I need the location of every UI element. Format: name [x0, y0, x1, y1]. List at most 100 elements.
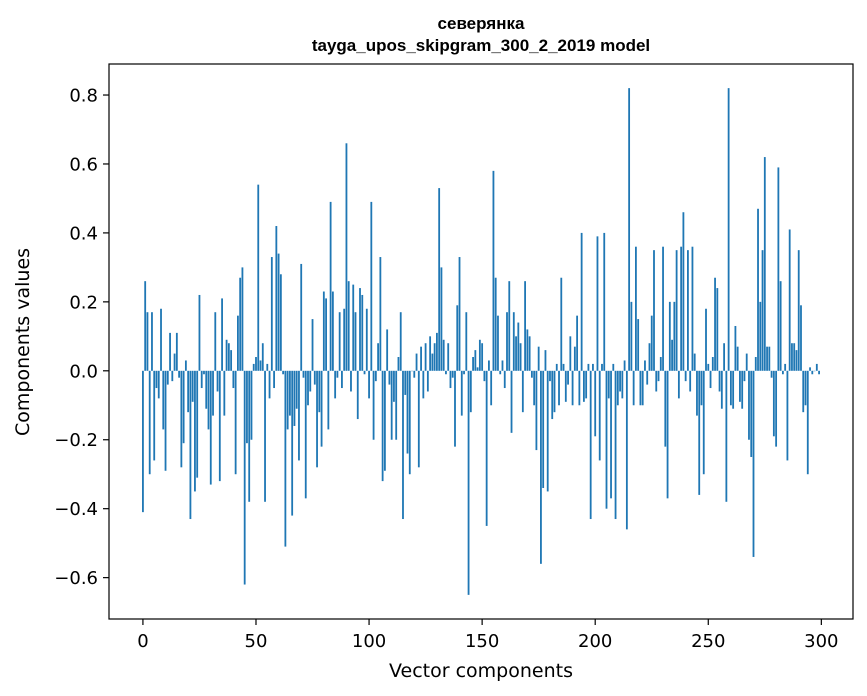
bar-251: [709, 370, 712, 389]
bar-254: [716, 288, 719, 371]
bar-234: [671, 339, 673, 371]
bar-236: [675, 250, 678, 371]
bar-197: [587, 363, 590, 371]
chart-subtitle: tayga_upos_skipgram_300_2_2019 model: [312, 36, 650, 55]
bar-25: [198, 294, 201, 371]
bar-232: [666, 370, 669, 499]
bar-66: [291, 370, 294, 516]
bar-194: [580, 232, 583, 371]
bar-55: [266, 363, 269, 371]
bar-172: [530, 370, 533, 378]
bar-283: [781, 370, 784, 375]
bar-159: [501, 360, 504, 371]
bar-2: [146, 312, 149, 371]
bar-252: [711, 357, 714, 371]
bar-35: [221, 298, 223, 371]
bar-56: [268, 370, 271, 399]
y-tick-label: 0.0: [69, 361, 98, 382]
bar-101: [370, 201, 373, 371]
bar-32: [214, 312, 217, 371]
bar-70: [300, 263, 303, 371]
bar-114: [399, 312, 402, 371]
bar-63: [284, 370, 287, 547]
bar-86: [336, 370, 339, 378]
bar-163: [510, 370, 513, 433]
bar-141: [460, 370, 463, 416]
bar-184: [558, 370, 560, 406]
bar-191: [573, 346, 576, 371]
bar-21: [189, 370, 192, 520]
bar-77: [316, 370, 318, 468]
bar-79: [320, 370, 323, 447]
bar-239: [682, 212, 685, 371]
bar-43: [239, 277, 242, 371]
y-tick-label: −0.2: [54, 430, 98, 451]
bar-288: [793, 343, 796, 371]
bar-175: [537, 346, 540, 371]
bar-100: [368, 370, 370, 399]
bar-264: [739, 370, 741, 402]
bar-211: [619, 370, 621, 392]
bar-187: [564, 370, 567, 402]
bar-9: [162, 370, 165, 430]
bars-layer: [142, 88, 820, 595]
bar-208: [612, 363, 615, 371]
bar-260: [729, 370, 732, 406]
bar-214: [625, 370, 628, 530]
bar-182: [553, 370, 556, 413]
bar-134: [445, 370, 447, 375]
bar-111: [393, 370, 395, 402]
bar-228: [657, 370, 660, 382]
bar-271: [754, 357, 757, 371]
bar-49: [252, 363, 255, 371]
bar-274: [761, 250, 764, 371]
bar-170: [526, 329, 529, 371]
bar-99: [365, 308, 368, 371]
bar-226: [653, 250, 655, 371]
bar-244: [693, 353, 696, 371]
bar-65: [289, 370, 291, 416]
bar-98: [363, 370, 366, 375]
bar-277: [768, 346, 771, 371]
y-tick-label: −0.6: [54, 568, 98, 589]
bar-149: [478, 339, 481, 371]
bar-143: [465, 312, 468, 371]
bar-273: [759, 301, 762, 371]
bar-240: [684, 370, 687, 382]
bar-146: [472, 357, 474, 371]
y-tick-label: −0.4: [54, 499, 98, 520]
bar-161: [506, 312, 508, 371]
bar-137: [451, 370, 454, 378]
bar-207: [610, 370, 612, 499]
bar-169: [524, 281, 526, 371]
bar-48: [250, 370, 253, 440]
bar-50: [255, 357, 257, 371]
chart-title: северянка: [438, 14, 525, 33]
bar-24: [196, 370, 199, 478]
plot-frame: [108, 63, 854, 620]
bar-215: [628, 88, 631, 371]
bar-158: [499, 370, 502, 375]
bar-94: [354, 312, 357, 371]
bar-12: [169, 332, 171, 371]
bar-6: [155, 370, 158, 389]
bar-93: [352, 284, 355, 371]
bar-256: [720, 370, 723, 409]
bar-198: [589, 370, 592, 520]
bar-266: [743, 370, 746, 382]
x-axis-ticks: 0 50 100 150 200 250 300: [137, 619, 839, 652]
bar-291: [800, 305, 802, 371]
bar-105: [379, 257, 382, 371]
bar-109: [388, 370, 391, 385]
bar-247: [700, 370, 703, 406]
bar-52: [259, 360, 262, 371]
bar-10: [164, 370, 167, 471]
bar-281: [777, 167, 780, 371]
bar-152: [485, 370, 488, 526]
bar-20: [187, 370, 190, 413]
bar-53: [261, 343, 264, 371]
y-tick-label: 0.2: [69, 292, 98, 313]
bar-115: [402, 370, 404, 520]
bar-58: [273, 370, 275, 389]
